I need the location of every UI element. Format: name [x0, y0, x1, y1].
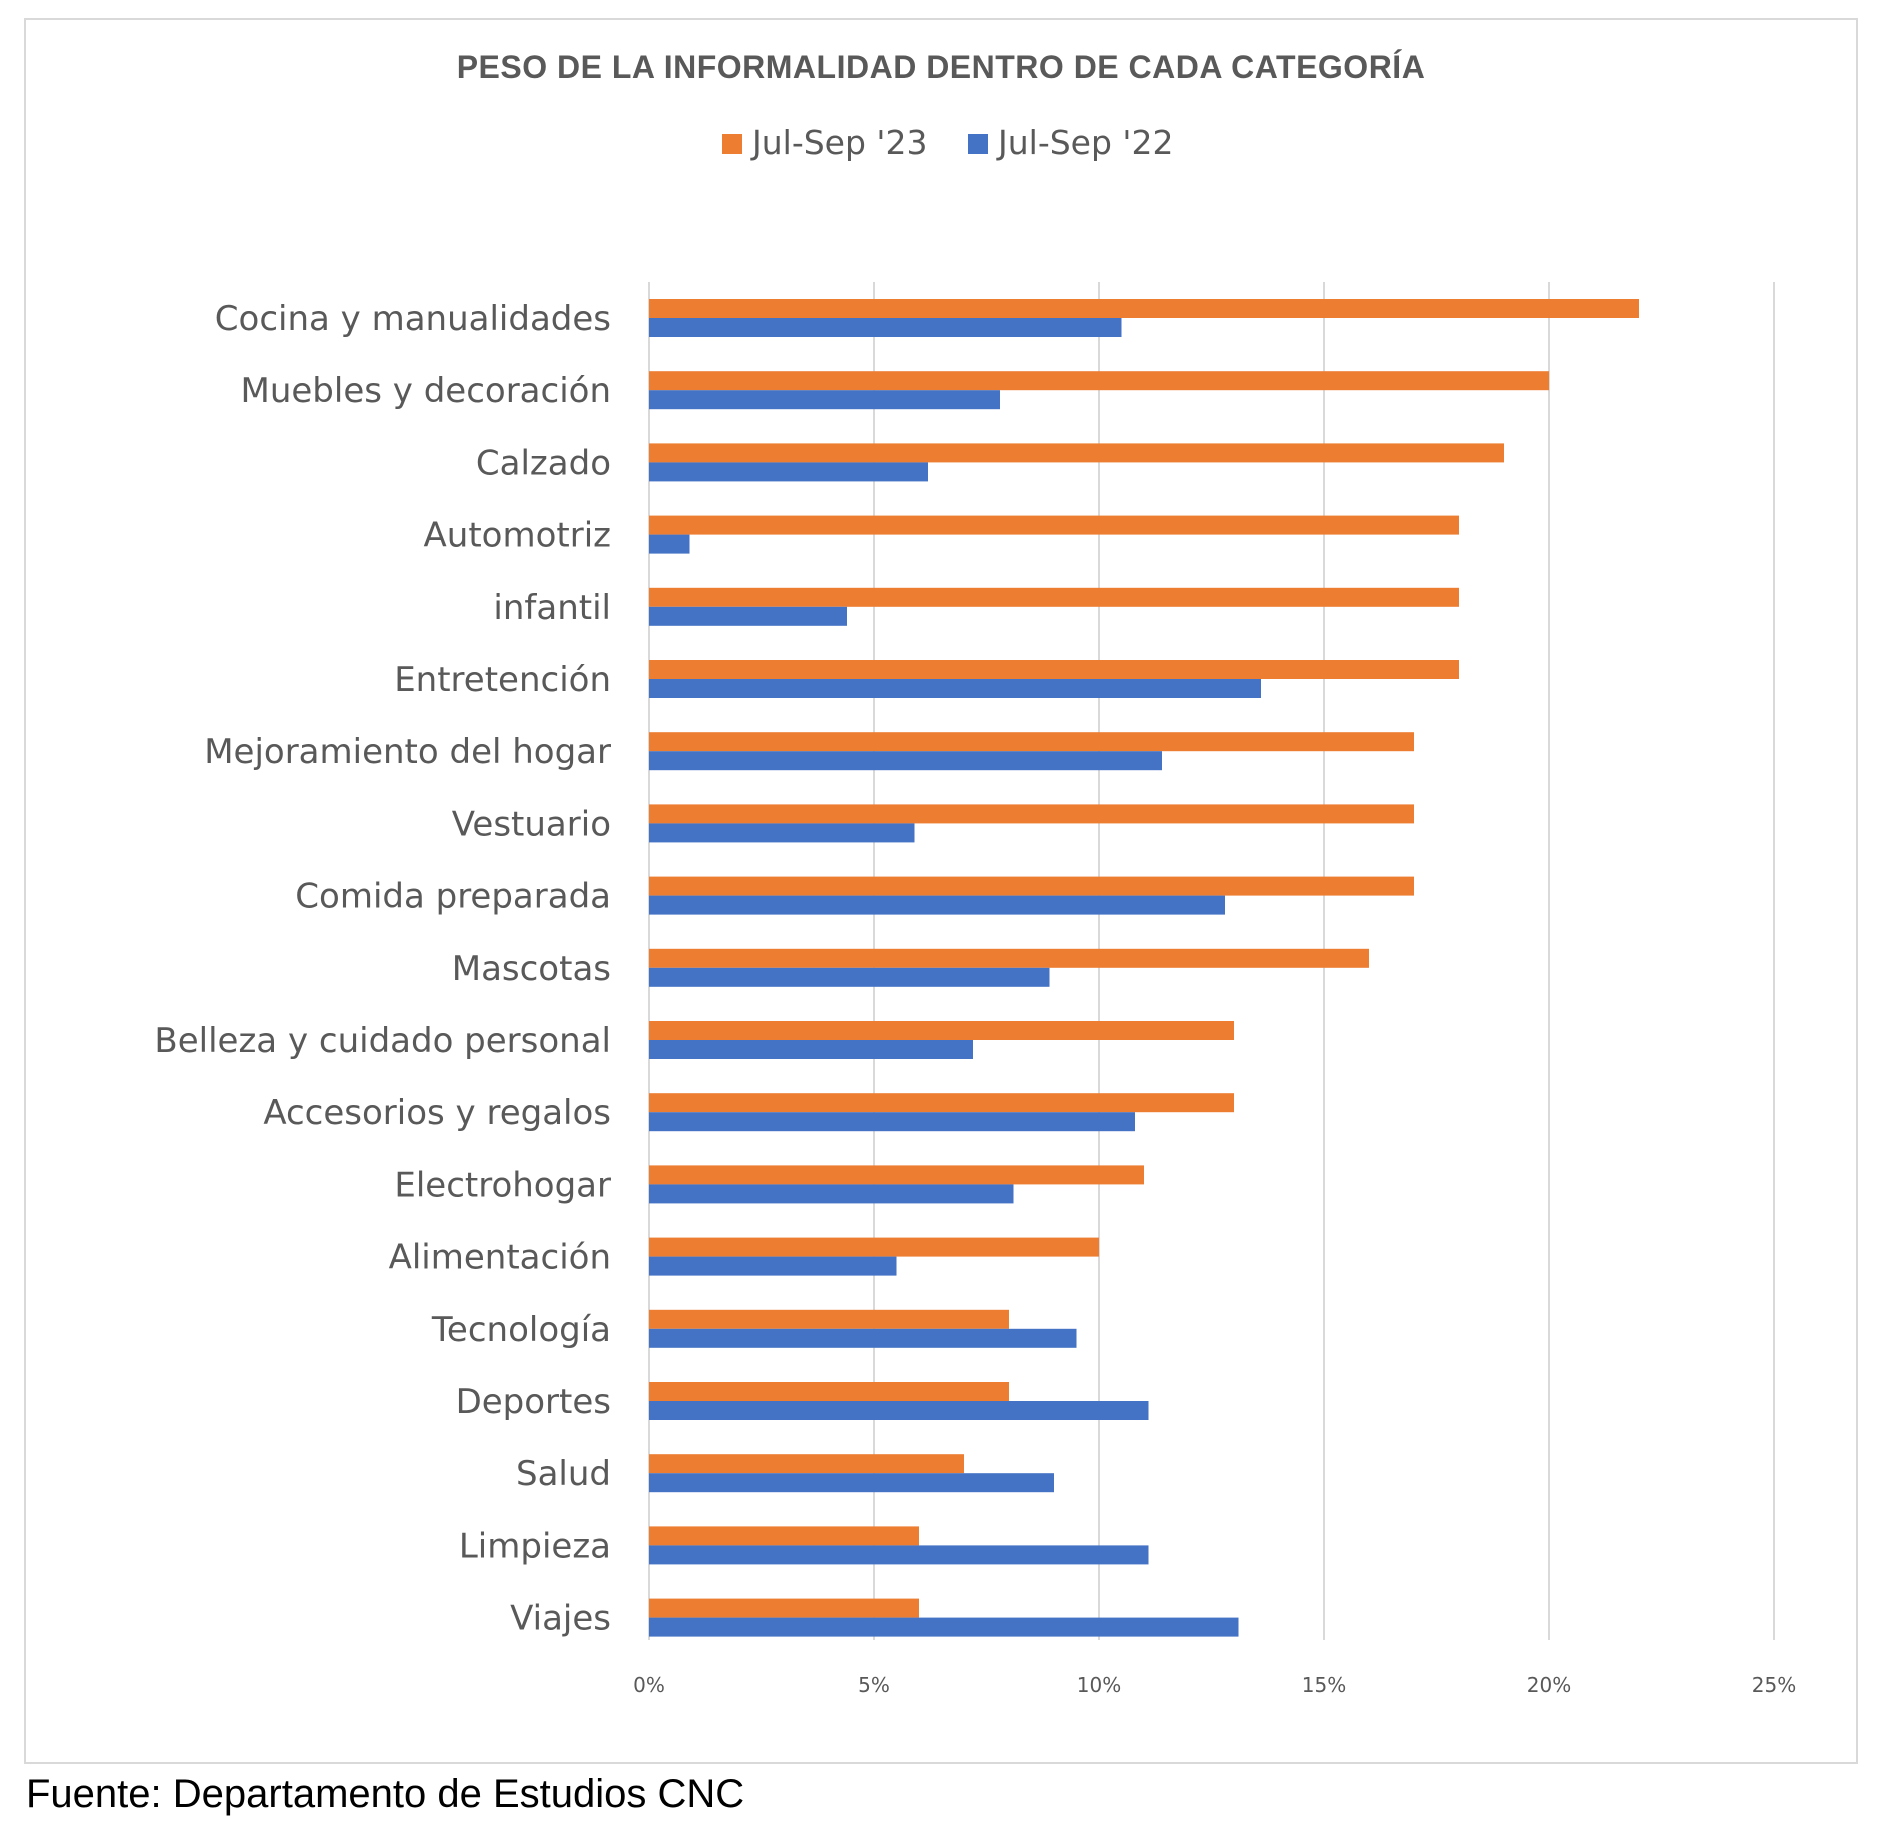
legend-label-jul-sep-22: Jul-Sep '22 [996, 123, 1173, 162]
bar-jul-sep-23 [649, 1237, 1099, 1257]
x-tick-label: 20% [1527, 1673, 1571, 1697]
x-tick-label: 5% [858, 1673, 890, 1697]
bar-jul-sep-22 [649, 1256, 897, 1276]
bar-jul-sep-23 [649, 1382, 1009, 1401]
bar-jul-sep-22 [649, 390, 1000, 410]
bar-jul-sep-23 [649, 443, 1504, 463]
bars [649, 299, 1639, 1637]
category-label: Cocina y manualidades [215, 299, 611, 339]
bar-jul-sep-22 [649, 823, 915, 843]
category-label: Electrohogar [394, 1165, 611, 1205]
bar-jul-sep-22 [649, 1545, 1149, 1565]
category-label: Limpieza [459, 1526, 611, 1566]
bar-jul-sep-22 [649, 1184, 1014, 1204]
bar-jul-sep-23 [649, 1526, 919, 1546]
bar-jul-sep-23 [649, 804, 1414, 824]
category-labels: Cocina y manualidades Muebles y decoració… [154, 299, 611, 1639]
chart-title: PESO DE LA INFORMALIDAD DENTRO DE CADA C… [457, 49, 1426, 85]
bar-jul-sep-23 [649, 587, 1459, 607]
x-tick-label: 10% [1077, 1673, 1121, 1697]
bar-jul-sep-22 [649, 462, 928, 482]
bar-jul-sep-23 [649, 299, 1639, 318]
bar-jul-sep-23 [649, 1093, 1234, 1113]
category-label: Muebles y decoración [241, 371, 612, 411]
bar-jul-sep-22 [649, 751, 1162, 771]
bar-jul-sep-22 [649, 1401, 1149, 1420]
bar-jul-sep-23 [649, 371, 1549, 391]
bar-jul-sep-22 [649, 1617, 1239, 1637]
bar-jul-sep-22 [649, 1040, 973, 1059]
bar-jul-sep-22 [649, 1473, 1054, 1493]
category-label: Mejoramiento del hogar [204, 732, 611, 772]
category-label: Deportes [456, 1382, 611, 1422]
bar-jul-sep-22 [649, 1112, 1135, 1132]
category-label: Mascotas [452, 949, 611, 989]
tick-labels: 0% 5% 10% 15% 20% 25% [633, 1673, 1796, 1697]
category-label: Salud [516, 1454, 611, 1494]
bar-jul-sep-23 [649, 660, 1459, 679]
category-label: Calzado [476, 443, 611, 483]
category-label: Tecnología [431, 1310, 611, 1350]
x-tick-label: 0% [633, 1673, 665, 1697]
bar-jul-sep-23 [649, 1598, 919, 1618]
bar-jul-sep-23 [649, 1309, 1009, 1329]
category-label: Comida preparada [295, 877, 611, 917]
bar-jul-sep-23 [649, 948, 1369, 968]
bar-jul-sep-23 [649, 515, 1459, 535]
bar-jul-sep-22 [649, 534, 690, 554]
bar-jul-sep-23 [649, 1454, 964, 1474]
category-label: Entretención [394, 660, 611, 700]
category-label: infantil [493, 588, 611, 628]
category-label: Belleza y cuidado personal [154, 1021, 611, 1061]
bar-jul-sep-22 [649, 606, 847, 626]
bar-jul-sep-22 [649, 967, 1050, 987]
source-note: Fuente: Departamento de Estudios CNC [26, 1772, 745, 1816]
bar-jul-sep-23 [649, 732, 1414, 752]
x-tick-label: 15% [1302, 1673, 1346, 1697]
bar-jul-sep-23 [649, 876, 1414, 896]
category-label: Alimentación [389, 1238, 611, 1278]
bar-jul-sep-23 [649, 1165, 1144, 1185]
category-label: Accesorios y regalos [263, 1093, 611, 1133]
bar-jul-sep-22 [649, 1328, 1077, 1348]
bar-jul-sep-23 [649, 1021, 1234, 1040]
bar-jul-sep-22 [649, 318, 1122, 337]
legend: Jul-Sep '23 Jul-Sep '22 [722, 123, 1173, 162]
bar-jul-sep-22 [649, 895, 1225, 915]
legend-swatch-jul-sep-23 [722, 134, 742, 154]
category-label: Vestuario [452, 804, 611, 844]
x-tick-label: 25% [1752, 1673, 1796, 1697]
legend-label-jul-sep-23: Jul-Sep '23 [750, 123, 927, 162]
category-label: Viajes [510, 1599, 611, 1639]
category-label: Automotriz [424, 516, 611, 556]
bar-jul-sep-22 [649, 679, 1261, 698]
legend-swatch-jul-sep-22 [968, 134, 988, 154]
